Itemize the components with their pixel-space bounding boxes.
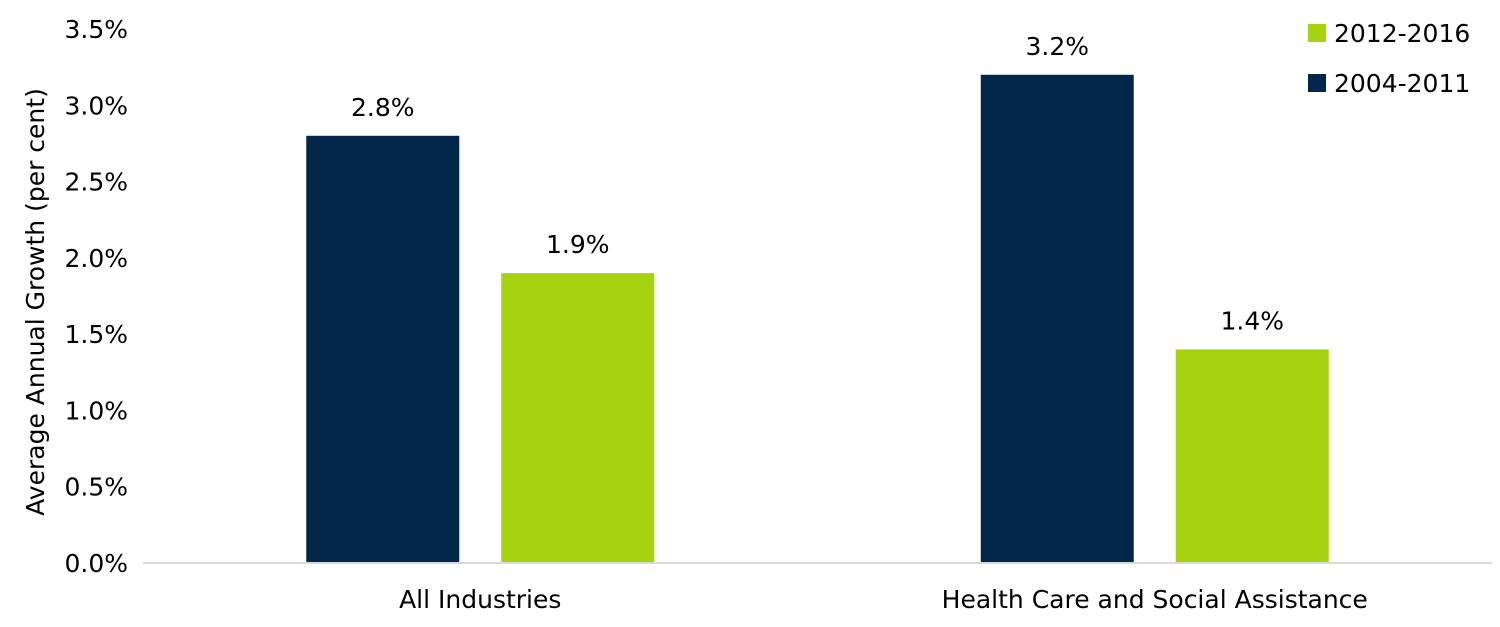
data-label: 2.8%	[351, 93, 415, 122]
x-category-label: All Industries	[399, 585, 561, 614]
y-tick-label: 0.0%	[64, 549, 128, 578]
legend-swatch	[1308, 74, 1326, 92]
legend-label: 2012-2016	[1334, 19, 1470, 48]
y-axis-label: Average Annual Growth (per cent)	[21, 88, 50, 516]
y-tick-label: 1.0%	[64, 396, 128, 425]
data-label: 1.9%	[546, 230, 610, 259]
y-tick-label: 0.5%	[64, 473, 128, 502]
y-tick-label: 2.0%	[64, 244, 128, 273]
data-label: 3.2%	[1025, 32, 1089, 61]
y-tick-label: 1.5%	[64, 320, 128, 349]
data-label: 1.4%	[1220, 306, 1284, 335]
x-category-label: Health Care and Social Assistance	[942, 585, 1368, 614]
bar-2004-2011-0	[306, 135, 460, 564]
y-tick-label: 3.0%	[64, 91, 128, 120]
bar-2012-2016-0	[501, 273, 655, 563]
bar-2004-2011-1	[980, 74, 1134, 564]
legend-label: 2004-2011	[1334, 69, 1470, 98]
y-tick-label: 3.5%	[64, 15, 128, 44]
legend: 2012-2016 2004-2011	[1308, 19, 1470, 98]
y-tick-label: 2.5%	[64, 168, 128, 197]
bar-2012-2016-1	[1175, 349, 1329, 563]
legend-swatch	[1308, 24, 1326, 42]
